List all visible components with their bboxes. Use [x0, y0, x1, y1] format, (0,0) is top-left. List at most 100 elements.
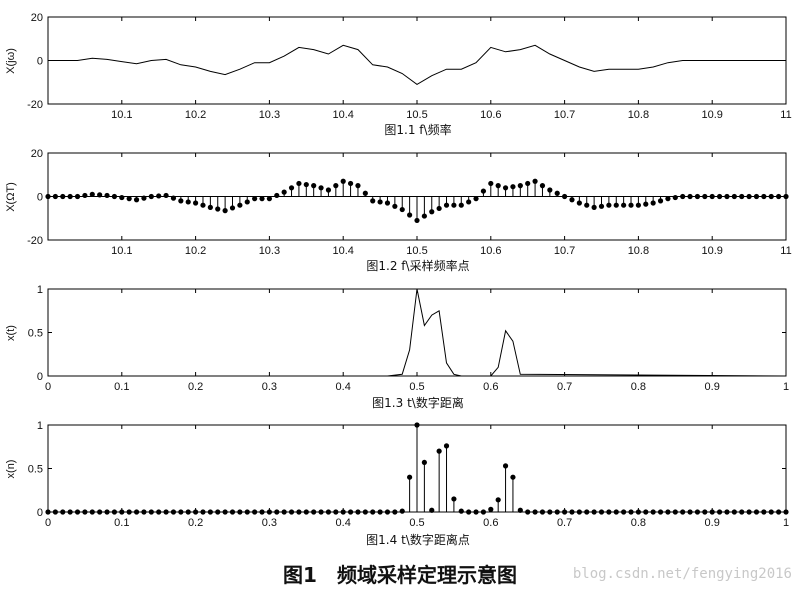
x-tick-label: 0.9 [705, 517, 720, 529]
stem-marker [628, 509, 634, 515]
stem-marker [517, 183, 523, 189]
stem-marker [281, 189, 287, 195]
stem-marker [392, 509, 398, 515]
y-tick-label: 0.5 [28, 464, 43, 476]
stem-marker [443, 202, 450, 208]
x-tick-label: 10.6 [480, 245, 501, 257]
stem-marker [340, 178, 346, 184]
x-tick-label: 10.4 [332, 245, 353, 257]
stem-marker [104, 192, 110, 199]
stem-marker [724, 509, 730, 515]
stem-marker [355, 509, 361, 515]
subplot-2: 图1.2 f\采样频率点 X(ΩT) 10.1 10.2 10.3 10.4 10.5 1… [5, 148, 792, 273]
stem-marker [126, 196, 132, 202]
stem-marker [67, 509, 73, 515]
stem-marker [97, 192, 103, 198]
x-tick-label: 10.9 [701, 245, 722, 257]
stem-marker [466, 199, 472, 205]
stem-marker [606, 509, 612, 515]
stem-marker [193, 200, 199, 206]
x-tick-label: 0.7 [557, 517, 572, 529]
stem-marker [281, 509, 287, 515]
stem-marker [237, 202, 243, 208]
stem-marker [576, 509, 582, 515]
stem-marker [407, 212, 413, 218]
stem-marker [222, 208, 228, 214]
stem-marker [288, 185, 295, 191]
stem-marker [229, 509, 236, 515]
x-tick-label: 0.3 [262, 381, 277, 393]
stem-marker [185, 199, 191, 205]
stem-marker [495, 183, 501, 189]
ylabel-1: X(jω) [5, 48, 17, 74]
stem-marker [761, 509, 767, 515]
x-tick-label: 0.2 [188, 517, 203, 529]
stem-marker [473, 509, 479, 515]
stem-marker [340, 509, 346, 515]
stem-marker [547, 509, 553, 515]
ylabel-3: x(t) [5, 325, 17, 341]
stem-marker [407, 474, 413, 480]
x-tick-label: 0.6 [483, 517, 498, 529]
stem-marker [488, 506, 494, 512]
stem-marker [377, 199, 383, 205]
x-tick-label: 1 [783, 381, 789, 393]
stem-marker [119, 509, 125, 515]
stem-marker [193, 509, 199, 515]
stem-marker [274, 509, 280, 515]
stem-marker [362, 190, 368, 196]
stem-marker [502, 185, 509, 191]
stem-marker [606, 202, 612, 208]
stem-marker [74, 509, 81, 515]
stem-marker [776, 193, 782, 200]
x-tick-label: 10.5 [406, 245, 427, 257]
stem-marker [761, 193, 767, 200]
x-tick-label: 1 [783, 517, 789, 529]
stem-marker [724, 193, 730, 200]
subplot-1: 图1.1 f\频率 X(jω) 10.1 10.2 10.3 10.4 10.5 10.6… [5, 12, 792, 137]
stem-marker [414, 217, 420, 224]
stem-marker [591, 509, 597, 515]
stem-marker [716, 193, 723, 200]
stem-marker [170, 509, 177, 515]
stem-marker [325, 509, 332, 515]
stem-marker [111, 509, 118, 515]
y-tick-label: 0 [37, 192, 43, 204]
stem-marker [414, 422, 420, 428]
stem-marker [532, 509, 538, 515]
stem-marker [613, 202, 619, 208]
figure-title: 图1 频域采样定理示意图 [283, 563, 517, 587]
y-tick-label: 1 [37, 420, 43, 432]
x-tick-label: 0.4 [336, 381, 351, 393]
stem-marker [547, 187, 553, 193]
x-tick-label: 0.7 [557, 381, 572, 393]
stem-marker [532, 178, 538, 184]
x-tick-label: 0.2 [188, 381, 203, 393]
stem-marker [60, 193, 66, 200]
x-tick-label: 0.5 [409, 381, 424, 393]
stem-marker [584, 202, 590, 208]
stem-marker [421, 459, 427, 466]
series-line [48, 288, 787, 377]
stem-marker [473, 196, 479, 202]
stem-marker [650, 509, 656, 515]
stem-marker [355, 183, 361, 189]
stem-marker [97, 509, 103, 515]
stem-marker [694, 509, 701, 515]
stem-marker [783, 509, 789, 515]
stem-marker [215, 206, 221, 212]
stem-marker [643, 509, 649, 515]
stem-marker [746, 193, 752, 200]
stem-marker [399, 206, 405, 213]
stem-marker [429, 507, 435, 513]
stem-marker [362, 509, 368, 515]
ylabel-4: x(n) [5, 460, 17, 479]
stem-marker [517, 507, 523, 513]
y-tick-label: -20 [27, 99, 43, 111]
stem-marker [266, 509, 272, 515]
stem-marker [702, 509, 708, 515]
stem-marker [170, 195, 177, 201]
stem-marker [753, 509, 760, 515]
stem-marker [451, 202, 457, 208]
stem-marker [52, 193, 58, 200]
